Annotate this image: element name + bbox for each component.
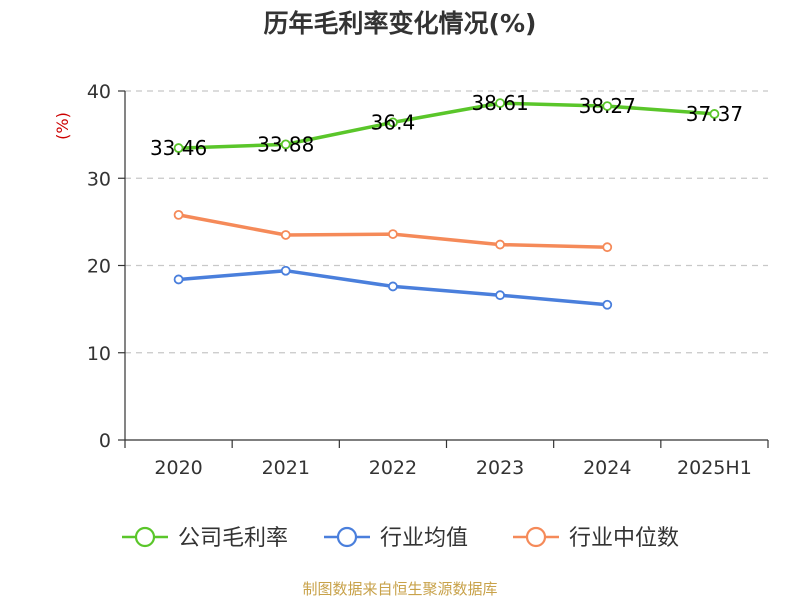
data-point-s0-2025H1[interactable] bbox=[709, 109, 720, 119]
data-label-2020: 33.46 bbox=[150, 136, 207, 160]
data-point-s2-2020[interactable] bbox=[173, 209, 184, 220]
data-label-2023: 38.61 bbox=[471, 91, 528, 115]
data-labels: 33.46 33.88 36.4 38.61 38.27 37.37 bbox=[150, 91, 743, 160]
y-tick-label-0: 0 bbox=[99, 430, 111, 452]
axes: 0 10 20 30 40 2020 2021 2022 2023 2024 2025H1 bbox=[87, 81, 769, 479]
data-label-2024: 38.27 bbox=[579, 94, 636, 118]
data-point-s0-2022[interactable] bbox=[388, 117, 398, 128]
data-point-s0-2023[interactable] bbox=[495, 98, 505, 109]
data-point-s0-2020[interactable] bbox=[173, 143, 184, 153]
x-tick-label-2021: 2021 bbox=[262, 457, 310, 479]
data-point-s0-2021[interactable] bbox=[280, 139, 291, 150]
data-point-s2-2024[interactable] bbox=[602, 242, 613, 253]
y-tick-label-40: 40 bbox=[87, 81, 111, 103]
x-tick-label-2022: 2022 bbox=[369, 457, 417, 479]
chart-title: 历年毛利率变化情况(%) bbox=[264, 9, 537, 38]
y-axis-label: (%) bbox=[53, 112, 72, 140]
data-point-s1-2020[interactable] bbox=[173, 274, 184, 285]
source-note: 制图数据来自恒生聚源数据库 bbox=[302, 580, 497, 598]
data-label-2025H1: 37.37 bbox=[686, 102, 743, 126]
data-point-s2-2021[interactable] bbox=[280, 230, 291, 240]
x-tick-label-2020: 2020 bbox=[154, 457, 202, 479]
legend-item-1[interactable]: 行业均值 bbox=[380, 526, 468, 551]
data-point-s1-2023[interactable] bbox=[495, 290, 505, 301]
x-tick-label-2024: 2024 bbox=[583, 457, 631, 479]
x-tick-label-2025H1: 2025H1 bbox=[677, 457, 752, 479]
series-lines bbox=[173, 98, 720, 310]
x-tick-label-2023: 2023 bbox=[476, 457, 524, 479]
legend-marker-0[interactable] bbox=[134, 526, 156, 548]
data-point-s1-2022[interactable] bbox=[388, 281, 398, 292]
legend-item-2[interactable]: 行业中位数 bbox=[569, 526, 679, 551]
series-line-0 bbox=[178, 101, 715, 150]
legend-marker-2[interactable] bbox=[525, 526, 547, 548]
data-point-s2-2023[interactable] bbox=[495, 239, 505, 250]
y-tick-label-10: 10 bbox=[87, 343, 111, 365]
legend-marker-1[interactable] bbox=[336, 526, 358, 548]
y-tick-label-30: 30 bbox=[87, 168, 111, 190]
legend[interactable]: 公司毛利率 行业均值 行业中位数 bbox=[122, 526, 679, 551]
y-tick-label-20: 20 bbox=[87, 256, 111, 278]
grid-lines bbox=[125, 90, 768, 354]
legend-item-0[interactable]: 公司毛利率 bbox=[178, 526, 288, 551]
data-point-s0-2024[interactable] bbox=[602, 101, 613, 111]
data-label-2022: 36.4 bbox=[371, 110, 416, 134]
data-point-s1-2021[interactable] bbox=[280, 265, 291, 276]
data-point-s2-2022[interactable] bbox=[388, 229, 398, 239]
data-label-2021: 33.88 bbox=[257, 132, 314, 156]
data-point-s1-2024[interactable] bbox=[602, 299, 613, 310]
